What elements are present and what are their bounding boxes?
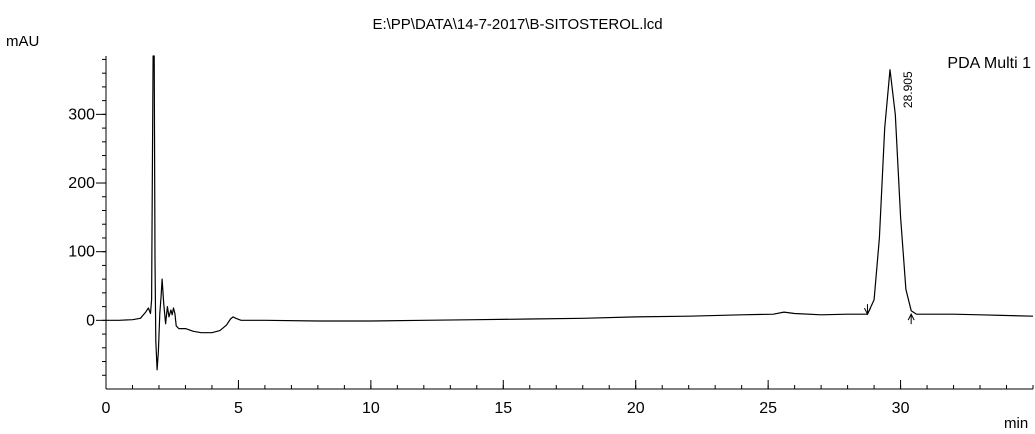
y-axis-unit-label: mAU <box>6 33 40 50</box>
peak-retention-label: 28.905 <box>901 71 915 108</box>
x-tick-label: 10 <box>362 400 380 417</box>
legend-label: PDA Multi 1 <box>947 55 1031 72</box>
x-tick-label: 20 <box>627 400 645 417</box>
x-tick-label: 25 <box>759 400 777 417</box>
chart-title: E:\PP\DATA\14-7-2017\B-SITOSTEROL.lcd <box>372 16 663 33</box>
integration-marker <box>907 313 915 325</box>
y-tick-label: 0 <box>86 312 95 329</box>
x-tick-label: 15 <box>494 400 512 417</box>
x-tick-label: 0 <box>102 400 111 417</box>
y-tick-label: 300 <box>68 106 95 123</box>
y-tick-label: 200 <box>68 175 95 192</box>
y-tick-label: 100 <box>68 244 95 261</box>
x-axis-unit-label: min <box>1004 415 1029 432</box>
series-group <box>106 55 1034 371</box>
series-line <box>106 55 1034 371</box>
x-tick-label: 5 <box>234 400 243 417</box>
x-tick-label: 30 <box>892 400 910 417</box>
integration-marker <box>864 304 871 316</box>
annotations: PDA Multi 1 28.905 <box>864 55 1031 325</box>
